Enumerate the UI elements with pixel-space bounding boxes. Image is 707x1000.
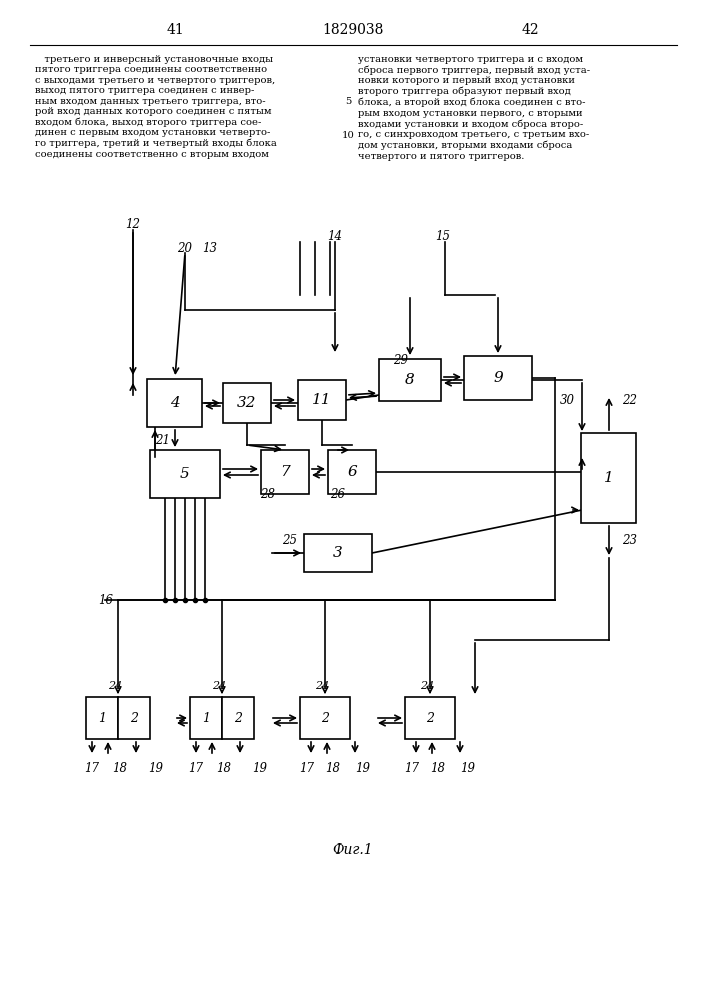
Text: 18: 18: [325, 762, 341, 774]
Text: третьего и инверсный установочные входы
пятого триггера соединены соответственно: третьего и инверсный установочные входы …: [35, 55, 277, 159]
Text: 22: 22: [622, 393, 637, 406]
Text: 4: 4: [170, 396, 180, 410]
Bar: [261, 450, 309, 494]
Bar: [148, 379, 202, 427]
Text: 24: 24: [315, 681, 329, 691]
Text: 20: 20: [177, 241, 192, 254]
Text: 25: 25: [283, 534, 298, 546]
Text: 3: 3: [333, 546, 343, 560]
Bar: [405, 697, 455, 739]
Text: 12: 12: [126, 219, 141, 232]
Text: 1829038: 1829038: [322, 23, 384, 37]
Text: Фиг.1: Фиг.1: [333, 843, 373, 857]
Text: 32: 32: [238, 396, 257, 410]
Text: 21: 21: [155, 434, 170, 446]
Text: 14: 14: [327, 231, 342, 243]
Text: 19: 19: [460, 762, 476, 774]
Bar: [328, 450, 376, 494]
Bar: [86, 697, 118, 739]
Text: 15: 15: [436, 231, 450, 243]
Text: 23: 23: [622, 534, 637, 546]
Text: 1: 1: [98, 712, 106, 724]
Bar: [581, 433, 636, 523]
Text: 17: 17: [404, 762, 419, 774]
Text: 10: 10: [341, 131, 354, 140]
Bar: [300, 697, 350, 739]
Text: 29: 29: [393, 354, 408, 366]
Bar: [190, 697, 222, 739]
Text: 41: 41: [166, 23, 184, 37]
Text: 19: 19: [356, 762, 370, 774]
Text: 17: 17: [300, 762, 315, 774]
Bar: [304, 534, 372, 572]
Text: установки четвертого триггера и с входом
сброса первого триггера, первый вход ус: установки четвертого триггера и с входом…: [358, 55, 590, 161]
Text: 19: 19: [148, 762, 163, 774]
Text: 18: 18: [112, 762, 127, 774]
Bar: [298, 380, 346, 420]
Text: 28: 28: [260, 488, 276, 500]
Bar: [223, 383, 271, 423]
Text: 26: 26: [330, 488, 346, 500]
Text: 16: 16: [98, 593, 113, 606]
Text: 11: 11: [312, 393, 332, 407]
Text: 2: 2: [234, 712, 242, 724]
Text: 13: 13: [202, 241, 218, 254]
Text: 18: 18: [431, 762, 445, 774]
Text: 17: 17: [85, 762, 100, 774]
Text: 24: 24: [420, 681, 434, 691]
Text: 24: 24: [212, 681, 226, 691]
Bar: [118, 697, 150, 739]
Bar: [222, 697, 254, 739]
Text: 2: 2: [426, 712, 434, 724]
Bar: [150, 450, 220, 498]
Bar: [464, 356, 532, 400]
Text: 2: 2: [321, 712, 329, 724]
Text: 1: 1: [202, 712, 210, 724]
Text: 30: 30: [559, 393, 575, 406]
Text: 8: 8: [405, 373, 415, 387]
Text: 2: 2: [130, 712, 138, 724]
Text: 42: 42: [521, 23, 539, 37]
Text: 5: 5: [180, 467, 190, 481]
Text: 24: 24: [108, 681, 122, 691]
Text: 17: 17: [189, 762, 204, 774]
Text: 1: 1: [604, 471, 614, 485]
Text: 7: 7: [280, 465, 290, 479]
Text: 18: 18: [216, 762, 231, 774]
Text: 9: 9: [493, 371, 503, 385]
Text: 5: 5: [345, 97, 351, 106]
Text: 19: 19: [252, 762, 267, 774]
Text: 6: 6: [347, 465, 357, 479]
Bar: [379, 359, 441, 401]
